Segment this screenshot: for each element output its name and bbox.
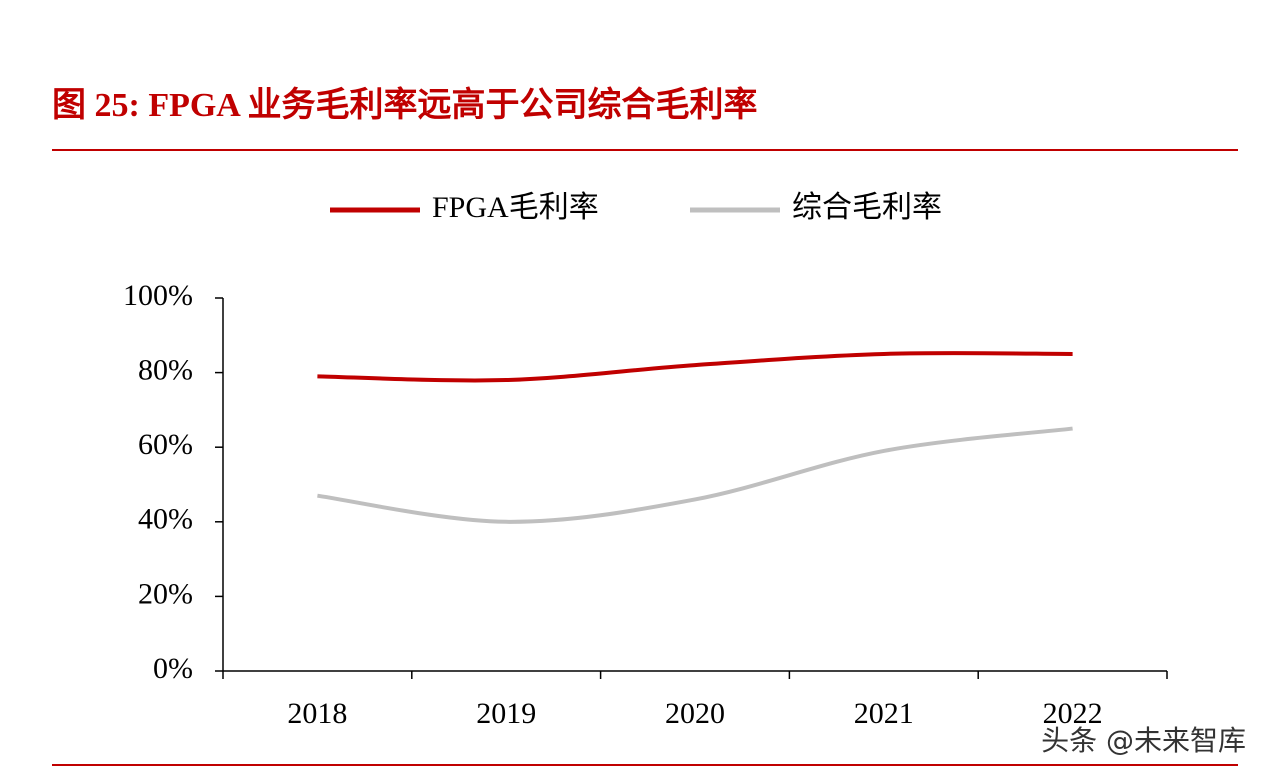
legend-label: FPGA毛利率 (432, 191, 599, 224)
y-tick-label: 0% (153, 652, 193, 685)
series-line (317, 351, 1073, 383)
x-tick-label: 2022 (1043, 697, 1103, 730)
x-tick-label: 2018 (287, 697, 347, 730)
y-tick-label: 20% (138, 577, 193, 610)
y-tick-label: 40% (138, 503, 193, 536)
y-tick-label: 60% (138, 428, 193, 461)
x-tick-label: 2020 (665, 697, 725, 730)
y-tick-label: 100% (123, 279, 193, 312)
watermark: 头条 @未来智库 (1041, 724, 1246, 757)
series-line (317, 426, 1073, 524)
legend-label: 综合毛利率 (792, 191, 942, 224)
x-tick-label: 2021 (854, 697, 914, 730)
x-tick-label: 2019 (476, 697, 536, 730)
y-tick-label: 80% (138, 353, 193, 386)
chart-title: 图 25: FPGA 业务毛利率远高于公司综合毛利率 (52, 86, 757, 124)
